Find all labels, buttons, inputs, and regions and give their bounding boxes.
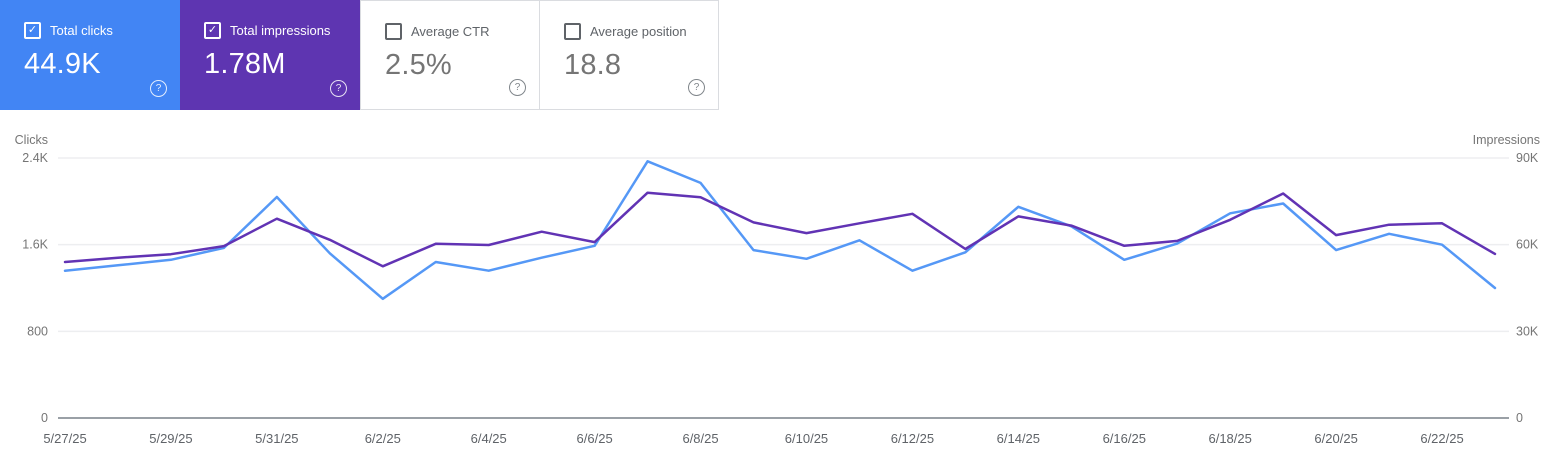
x-axis-tick: 6/14/25 bbox=[997, 431, 1040, 446]
metric-card-header: Average CTR bbox=[385, 23, 539, 40]
metric-cards: ✓ Total clicks 44.9K ? ✓ Total impressio… bbox=[0, 0, 719, 110]
help-icon[interactable]: ? bbox=[509, 79, 526, 96]
right-axis-tick: 60K bbox=[1516, 238, 1539, 252]
help-icon[interactable]: ? bbox=[330, 80, 347, 97]
metric-card-total-impressions[interactable]: ✓ Total impressions 1.78M ? bbox=[180, 0, 360, 110]
left-axis-tick: 800 bbox=[27, 324, 48, 338]
metric-label: Average position bbox=[590, 24, 687, 39]
x-axis-tick: 6/16/25 bbox=[1103, 431, 1146, 446]
metric-label: Average CTR bbox=[411, 24, 490, 39]
metric-card-header: ✓ Total clicks bbox=[24, 22, 180, 39]
x-axis-tick: 6/22/25 bbox=[1420, 431, 1463, 446]
x-axis-tick: 6/12/25 bbox=[891, 431, 934, 446]
x-axis-tick: 6/6/25 bbox=[577, 431, 613, 446]
right-axis-tick: 90K bbox=[1516, 151, 1539, 165]
metric-label: Total impressions bbox=[230, 23, 331, 38]
clicks-line bbox=[63, 160, 1497, 301]
metric-card-average-position[interactable]: Average position 18.8 ? bbox=[539, 0, 719, 110]
left-axis-tick: 2.4K bbox=[22, 151, 48, 165]
metric-card-header: ✓ Total impressions bbox=[204, 22, 360, 39]
checkbox-unchecked-icon[interactable] bbox=[385, 23, 402, 40]
x-axis-tick: 6/18/25 bbox=[1208, 431, 1251, 446]
right-axis-title: Impressions bbox=[1473, 133, 1540, 147]
checkbox-checked-icon[interactable]: ✓ bbox=[204, 22, 221, 39]
metric-value: 1.78M bbox=[204, 48, 286, 80]
x-axis-tick: 5/29/25 bbox=[149, 431, 192, 446]
right-axis-tick: 0 bbox=[1516, 411, 1523, 425]
impressions-line bbox=[63, 191, 1497, 268]
metric-label: Total clicks bbox=[50, 23, 113, 38]
x-axis-tick: 6/4/25 bbox=[471, 431, 507, 446]
help-icon[interactable]: ? bbox=[688, 79, 705, 96]
left-axis-title: Clicks bbox=[15, 133, 48, 147]
metric-card-header: Average position bbox=[564, 23, 718, 40]
metric-card-total-clicks[interactable]: ✓ Total clicks 44.9K ? bbox=[0, 0, 180, 110]
x-axis-tick: 6/10/25 bbox=[785, 431, 828, 446]
metric-value: 44.9K bbox=[24, 48, 101, 80]
x-axis-tick: 5/31/25 bbox=[255, 431, 298, 446]
metric-card-average-ctr[interactable]: Average CTR 2.5% ? bbox=[360, 0, 540, 110]
checkbox-checked-icon[interactable]: ✓ bbox=[24, 22, 41, 39]
metric-value: 18.8 bbox=[564, 49, 622, 81]
x-axis-tick: 6/20/25 bbox=[1314, 431, 1357, 446]
x-axis-tick: 6/2/25 bbox=[365, 431, 401, 446]
help-icon[interactable]: ? bbox=[150, 80, 167, 97]
checkbox-unchecked-icon[interactable] bbox=[564, 23, 581, 40]
left-axis-tick: 0 bbox=[41, 411, 48, 425]
x-axis-tick: 6/8/25 bbox=[682, 431, 718, 446]
left-axis-tick: 1.6K bbox=[22, 238, 48, 252]
right-axis-tick: 30K bbox=[1516, 324, 1539, 338]
metric-value: 2.5% bbox=[385, 49, 452, 81]
x-axis-tick: 5/27/25 bbox=[43, 431, 86, 446]
